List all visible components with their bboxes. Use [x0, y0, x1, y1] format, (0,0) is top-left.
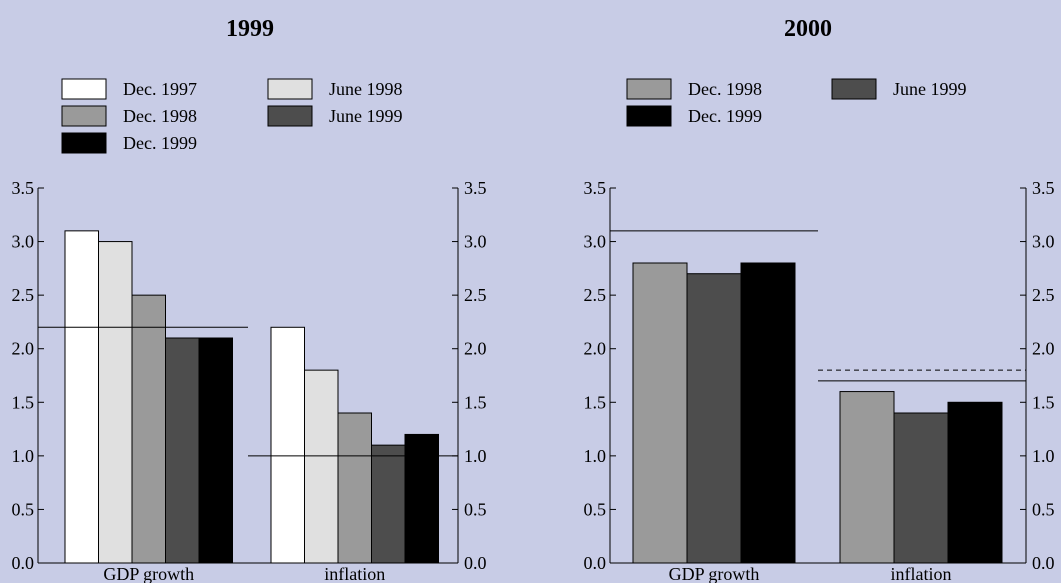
chart-title: 2000 [784, 16, 832, 42]
bar-dec-1998-inflation [839, 391, 895, 564]
y-tick-label-right: 0.0 [464, 553, 487, 573]
legend-label-june-1998: June 1998 [329, 79, 403, 99]
x-tick-label-gdp-growth: GDP growth [669, 564, 760, 583]
bar-june-1998-gdp-growth [98, 241, 133, 564]
y-tick-label-right: 3.5 [464, 178, 487, 198]
bar-dec-1998-gdp-growth [131, 294, 166, 564]
legend-swatch-june-1999 [831, 78, 877, 100]
y-tick-label-left: 0.0 [12, 553, 35, 573]
legend-swatch-june-1998 [267, 78, 313, 100]
legend-label-dec-1998: Dec. 1998 [688, 79, 762, 99]
y-tick-label-left: 0.0 [584, 553, 607, 573]
y-tick-label-right: 3.0 [1032, 232, 1055, 252]
y-tick-label-left: 1.5 [12, 392, 35, 412]
legend-label-dec-1999: Dec. 1999 [123, 133, 197, 153]
bar-dec-1997-gdp-growth [64, 230, 99, 564]
y-tick-label-right: 0.5 [464, 499, 487, 519]
y-tick-label-left: 2.5 [584, 285, 607, 305]
bar-june-1999-inflation [893, 412, 949, 564]
y-tick-label-left: 1.5 [584, 392, 607, 412]
y-tick-label-right: 2.0 [464, 339, 487, 359]
y-tick-label-left: 1.0 [12, 446, 35, 466]
chart-panel-2000: 2000 Dec. 1998 June 1999 Dec. 1999 0.0 0.0 0.5… [584, 16, 1055, 583]
y-tick-label-right: 1.5 [1032, 392, 1055, 412]
y-tick-label-right: 2.0 [1032, 339, 1055, 359]
bar-june-1999-inflation [371, 444, 406, 564]
legend-swatch-dec-1999 [626, 105, 672, 127]
bar-june-1999-gdp-growth [165, 337, 200, 564]
legend-swatch-dec-1999 [61, 132, 107, 154]
y-tick-label-left: 3.5 [584, 178, 607, 198]
legend-label-dec-1999: Dec. 1999 [688, 106, 762, 126]
bar-dec-1999-gdp-growth [740, 262, 796, 564]
bar-june-1999-gdp-growth [686, 273, 742, 564]
legend-label-dec-1998: Dec. 1998 [123, 106, 197, 126]
bar-dec-1999-inflation [404, 433, 439, 564]
y-tick-label-right: 3.5 [1032, 178, 1055, 198]
y-tick-label-left: 0.5 [12, 499, 35, 519]
bar-june-1998-inflation [304, 369, 339, 564]
x-tick-label-inflation: inflation [891, 564, 952, 583]
x-tick-label-gdp-growth: GDP growth [103, 564, 194, 583]
legend-swatch-dec-1998 [626, 78, 672, 100]
y-tick-label-right: 1.5 [464, 392, 487, 412]
y-tick-label-right: 2.5 [1032, 285, 1055, 305]
y-tick-label-left: 3.5 [12, 178, 35, 198]
legend-swatch-june-1999 [267, 105, 313, 127]
bar-dec-1999-inflation [947, 401, 1003, 564]
y-tick-label-left: 2.0 [12, 339, 35, 359]
legend-label-june-1999: June 1999 [893, 79, 967, 99]
y-tick-label-left: 3.0 [12, 232, 35, 252]
y-tick-label-left: 0.5 [584, 499, 607, 519]
legend-label-june-1999: June 1999 [329, 106, 403, 126]
legend-label-dec-1997: Dec. 1997 [123, 79, 197, 99]
bar-dec-1997-inflation [270, 326, 305, 564]
y-tick-label-left: 2.5 [12, 285, 35, 305]
chart-title: 1999 [226, 16, 274, 42]
y-tick-label-left: 2.0 [584, 339, 607, 359]
y-tick-label-right: 1.0 [464, 446, 487, 466]
legend-swatch-dec-1998 [61, 105, 107, 127]
y-tick-label-right: 1.0 [1032, 446, 1055, 466]
chart-panel-1999: 1999 Dec. 1997 June 1998 Dec. 1998 June 1999… [12, 16, 487, 583]
y-tick-label-right: 3.0 [464, 232, 487, 252]
y-tick-label-right: 0.5 [1032, 499, 1055, 519]
bar-dec-1998-inflation [337, 412, 372, 564]
y-tick-label-left: 3.0 [584, 232, 607, 252]
y-tick-label-right: 2.5 [464, 285, 487, 305]
x-tick-label-inflation: inflation [324, 564, 385, 583]
y-tick-label-left: 1.0 [584, 446, 607, 466]
bar-dec-1998-gdp-growth [632, 262, 688, 564]
bar-dec-1999-gdp-growth [198, 337, 233, 564]
legend-swatch-dec-1997 [61, 78, 107, 100]
y-tick-label-right: 0.0 [1032, 553, 1055, 573]
